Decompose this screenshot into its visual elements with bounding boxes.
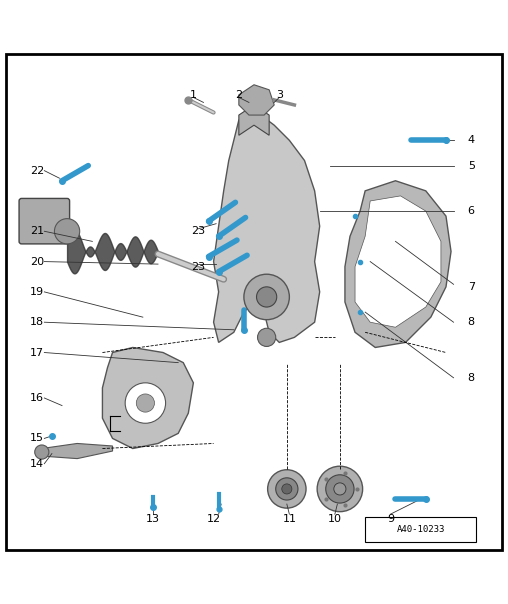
Text: 23: 23 <box>192 262 206 272</box>
Text: 15: 15 <box>30 434 44 443</box>
Circle shape <box>244 274 290 320</box>
Circle shape <box>54 219 80 244</box>
Text: 14: 14 <box>29 458 44 469</box>
Circle shape <box>282 484 292 494</box>
PathPatch shape <box>103 347 194 449</box>
Text: 2: 2 <box>235 90 242 100</box>
Text: 3: 3 <box>276 90 283 100</box>
Text: 22: 22 <box>29 165 44 176</box>
Text: 23: 23 <box>192 226 206 236</box>
Circle shape <box>268 470 306 508</box>
Circle shape <box>125 383 166 423</box>
Text: 4: 4 <box>468 135 475 146</box>
Text: 5: 5 <box>468 161 475 170</box>
Text: 6: 6 <box>468 206 475 216</box>
Text: 12: 12 <box>207 514 220 524</box>
Circle shape <box>258 328 276 347</box>
PathPatch shape <box>213 110 320 342</box>
Text: 16: 16 <box>30 393 44 403</box>
PathPatch shape <box>239 85 274 115</box>
Text: 7: 7 <box>468 282 475 292</box>
Text: 17: 17 <box>29 347 44 358</box>
Circle shape <box>317 466 363 512</box>
FancyBboxPatch shape <box>19 199 70 244</box>
Text: 19: 19 <box>29 287 44 297</box>
Circle shape <box>257 287 277 307</box>
Text: 9: 9 <box>387 514 394 524</box>
Text: 11: 11 <box>282 514 296 524</box>
Text: 8: 8 <box>468 373 475 383</box>
Circle shape <box>334 483 346 495</box>
PathPatch shape <box>355 196 441 327</box>
FancyBboxPatch shape <box>365 516 477 542</box>
PathPatch shape <box>42 443 113 458</box>
Text: 21: 21 <box>29 226 44 236</box>
Text: 13: 13 <box>146 514 160 524</box>
Text: 18: 18 <box>29 317 44 327</box>
Circle shape <box>136 394 154 412</box>
PathPatch shape <box>345 181 451 347</box>
Text: 20: 20 <box>29 257 44 266</box>
Text: 1: 1 <box>190 90 197 100</box>
Circle shape <box>276 478 298 500</box>
Text: 8: 8 <box>468 317 475 327</box>
PathPatch shape <box>239 105 269 135</box>
Circle shape <box>35 445 49 459</box>
Text: 10: 10 <box>328 514 342 524</box>
Text: A40-10233: A40-10233 <box>397 525 445 534</box>
Circle shape <box>326 475 354 503</box>
